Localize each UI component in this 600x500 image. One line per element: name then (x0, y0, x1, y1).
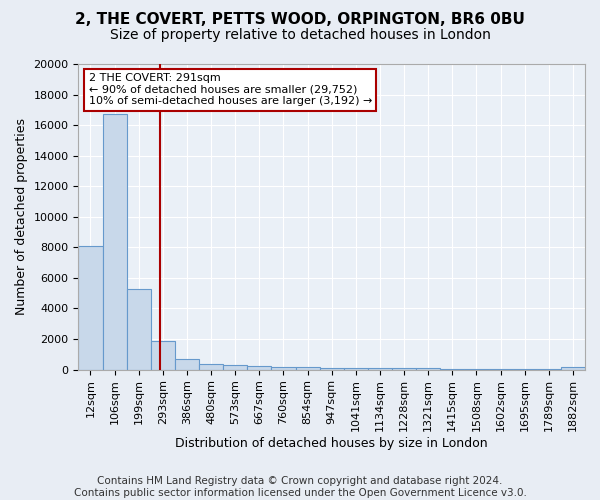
Bar (344, 368, 368, 370)
Y-axis label: Number of detached properties: Number of detached properties (15, 118, 28, 316)
Bar (537, 369, 561, 370)
Bar (271, 367, 296, 370)
Bar (440, 368, 464, 370)
Bar (103, 114, 127, 370)
Text: 2 THE COVERT: 291sqm
← 90% of detached houses are smaller (29,752)
10% of semi-d: 2 THE COVERT: 291sqm ← 90% of detached h… (89, 73, 372, 106)
Bar (199, 364, 223, 370)
Bar (561, 366, 585, 370)
Bar (151, 342, 175, 369)
Bar (392, 368, 416, 370)
Bar (296, 368, 320, 370)
Bar (320, 368, 344, 370)
Bar (512, 369, 537, 370)
Bar (416, 368, 440, 370)
Bar (368, 368, 392, 370)
Text: Contains HM Land Registry data © Crown copyright and database right 2024.
Contai: Contains HM Land Registry data © Crown c… (74, 476, 526, 498)
Bar (175, 359, 199, 370)
X-axis label: Distribution of detached houses by size in London: Distribution of detached houses by size … (175, 437, 488, 450)
Bar (79, 246, 103, 370)
Bar (247, 366, 271, 370)
Bar (223, 366, 247, 370)
Text: 2, THE COVERT, PETTS WOOD, ORPINGTON, BR6 0BU: 2, THE COVERT, PETTS WOOD, ORPINGTON, BR… (75, 12, 525, 28)
Bar (488, 368, 512, 370)
Text: Size of property relative to detached houses in London: Size of property relative to detached ho… (110, 28, 490, 42)
Bar (127, 288, 151, 370)
Bar (464, 368, 488, 370)
